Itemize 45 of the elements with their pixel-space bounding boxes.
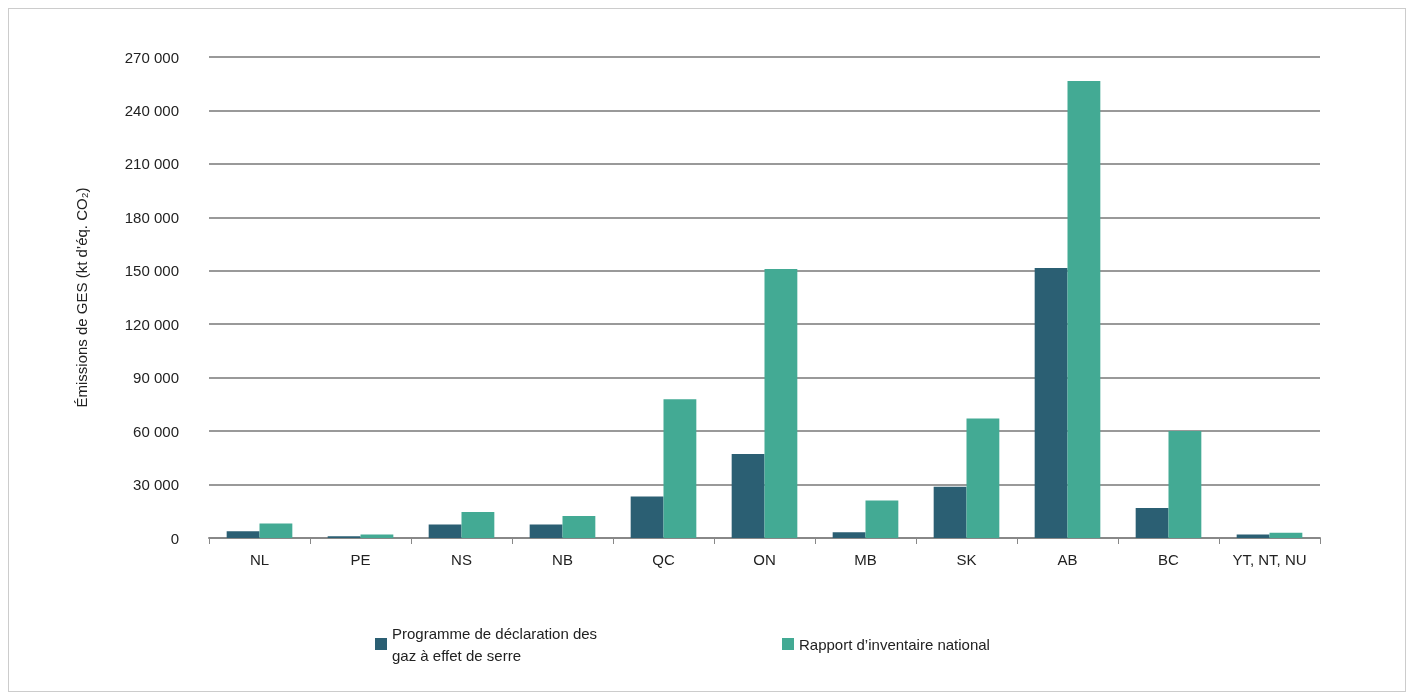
y-tick-label: 120 000	[124, 315, 179, 333]
bar	[226, 531, 260, 538]
bar	[360, 534, 394, 538]
bar	[1034, 268, 1068, 538]
bar	[562, 515, 596, 538]
x-tick-label: NB	[552, 551, 573, 568]
y-axis-title: Émissions de GES (kt d’éq. CO₂)	[73, 187, 90, 408]
x-tick-label: MB	[854, 551, 877, 568]
bar	[663, 399, 697, 538]
bar	[865, 500, 899, 538]
y-tick-label: 30 000	[133, 476, 179, 494]
x-tick-label: NS	[451, 551, 472, 568]
bar	[1135, 508, 1169, 538]
bar	[764, 269, 798, 538]
bar	[832, 532, 866, 538]
bar	[630, 496, 664, 538]
x-tick-label: BC	[1158, 551, 1180, 568]
bar	[259, 523, 293, 538]
bar	[428, 524, 462, 538]
bar	[731, 454, 765, 538]
x-tick-label: ON	[753, 551, 776, 568]
bar	[529, 524, 563, 538]
legend-label: Rapport d’inventaire national	[799, 635, 990, 653]
legend-label: Programme de déclaration des gaz à effet de serre	[392, 624, 602, 664]
y-tick-label: 270 000	[124, 48, 179, 66]
bar	[933, 486, 967, 538]
x-tick-label: NL	[249, 551, 270, 568]
bar	[1067, 81, 1101, 538]
x-tick-label: QC	[652, 551, 675, 568]
y-tick-label: 150 000	[124, 262, 179, 280]
x-tick-label: YT, NT, NU	[1232, 551, 1307, 568]
x-tick-label: SK	[956, 551, 977, 568]
bar	[1269, 532, 1303, 538]
y-tick-label: 60 000	[133, 422, 179, 440]
y-tick-label: 210 000	[124, 155, 179, 173]
bar	[1236, 534, 1270, 538]
y-tick-label: 0	[170, 529, 179, 547]
bar	[461, 511, 495, 538]
y-tick-label: 240 000	[124, 101, 179, 119]
x-tick-label: AB	[1057, 551, 1078, 568]
x-tick-label: PE	[350, 551, 371, 568]
bar	[966, 418, 1000, 538]
y-tick-label: 90 000	[133, 369, 179, 387]
bar	[1168, 431, 1202, 538]
y-tick-label: 180 000	[124, 208, 179, 226]
